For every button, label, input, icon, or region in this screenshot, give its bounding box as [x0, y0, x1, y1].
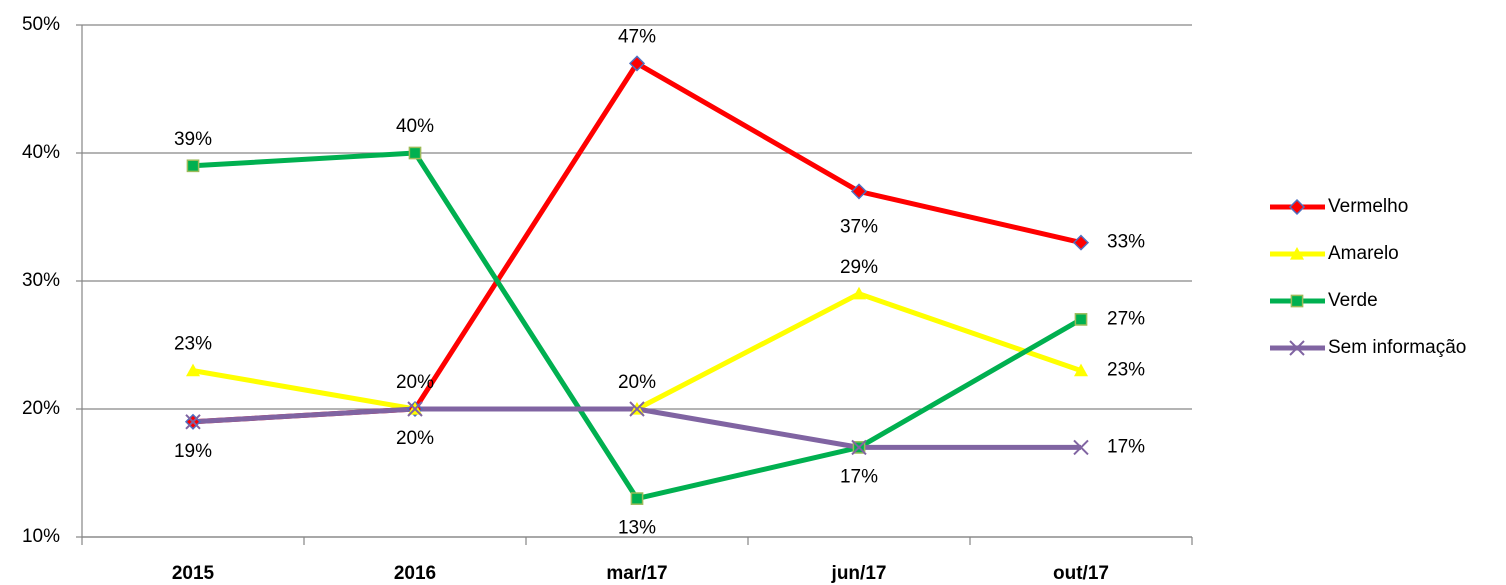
data-point: [185, 414, 201, 430]
data-label: 39%: [174, 129, 212, 150]
series-line: [192, 406, 1081, 450]
legend-marker: [1288, 198, 1306, 216]
data-point: [850, 183, 868, 200]
x-tick-label: 2015: [172, 563, 215, 584]
data-label: 13%: [618, 518, 656, 539]
data-point: [628, 55, 646, 72]
data-label: 20%: [396, 372, 434, 393]
legend-label: Amarelo: [1328, 243, 1399, 264]
x-tick-label: out/17: [1053, 563, 1109, 584]
data-label: 20%: [396, 428, 434, 449]
data-point: [186, 363, 200, 377]
data-label: 27%: [1107, 308, 1145, 329]
data-point: [186, 159, 200, 173]
data-label: 37%: [840, 216, 878, 237]
y-tick-label: 20%: [22, 398, 60, 419]
data-point: [1074, 313, 1088, 326]
data-label: 17%: [1107, 436, 1145, 457]
data-point: [851, 439, 867, 456]
legend-label: Verde: [1328, 290, 1378, 311]
data-label: 23%: [174, 334, 212, 355]
data-point: [630, 492, 644, 505]
data-label: 20%: [618, 372, 656, 393]
legend-label: Sem informação: [1328, 337, 1466, 358]
data-point: [408, 146, 422, 160]
data-label: 23%: [1107, 360, 1145, 381]
data-point: [1072, 234, 1090, 251]
data-label: 33%: [1107, 232, 1145, 253]
legend-marker: [1289, 340, 1305, 356]
data-point: [629, 401, 645, 417]
data-label: 29%: [840, 257, 878, 278]
y-tick-label: 50%: [22, 14, 60, 35]
data-label: 17%: [840, 466, 878, 487]
legend-label: Vermelho: [1328, 196, 1408, 217]
y-tick-label: 10%: [22, 526, 60, 547]
x-tick-label: jun/17: [831, 563, 887, 584]
data-label: 40%: [396, 116, 434, 137]
data-point: [1074, 363, 1088, 377]
series-line: [192, 60, 1082, 425]
y-tick-label: 30%: [22, 270, 60, 291]
x-tick-label: 2016: [394, 563, 436, 584]
legend-marker: [1290, 294, 1304, 308]
data-point: [407, 401, 423, 417]
data-point: [1073, 439, 1089, 456]
data-label: 47%: [618, 26, 656, 47]
y-tick-label: 40%: [22, 142, 60, 163]
x-tick-label: mar/17: [606, 563, 667, 584]
legend-marker: [1290, 247, 1304, 260]
data-point: [852, 286, 866, 300]
data-label: 19%: [174, 441, 212, 462]
